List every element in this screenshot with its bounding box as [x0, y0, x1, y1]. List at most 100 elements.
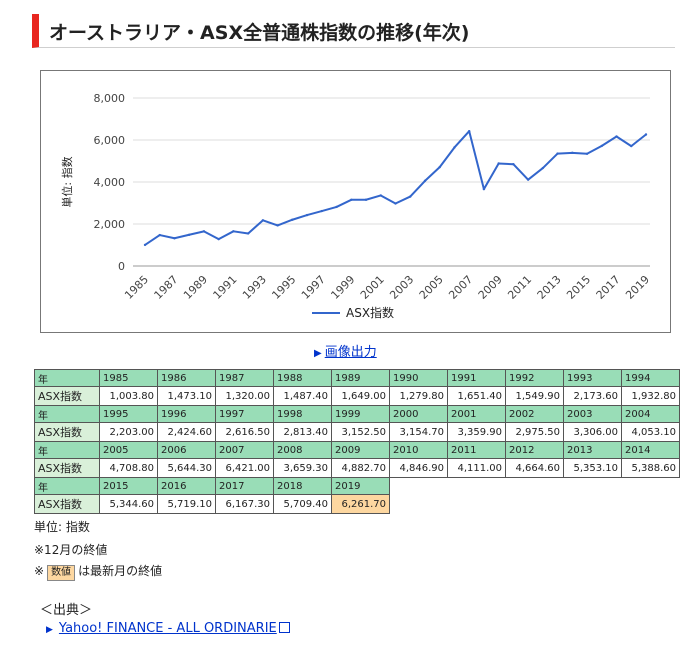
data-point	[335, 205, 338, 209]
year-cell: 1991	[447, 369, 506, 387]
x-tick-label: 2011	[505, 273, 534, 302]
data-point	[364, 198, 368, 201]
year-cell: 2014	[621, 441, 680, 459]
value-cell: 4,664.60	[505, 458, 564, 478]
value-cell: 4,708.80	[99, 458, 158, 478]
data-point	[394, 202, 397, 205]
unit-note: 単位: 指数	[34, 520, 90, 534]
x-tick-label: 1989	[181, 273, 210, 302]
year-cell: 1995	[99, 405, 158, 423]
table-year-row: 年 1995 1996 1997 1998 1999 2000 2001 2002 2003 200…	[34, 405, 680, 423]
data-point	[512, 163, 515, 166]
table-value-row: ASX指数 2,203.00 2,424.60 2,616.50 2,813.40 3,1…	[34, 422, 680, 442]
year-cell: 1985	[99, 369, 158, 387]
latest-badge: 数値	[47, 565, 76, 581]
year-cell: 1994	[621, 369, 680, 387]
value-cell: 3,152.50	[331, 422, 390, 442]
year-cell: 2013	[563, 441, 622, 459]
source-link[interactable]: ▶ Yahoo! FINANCE - ALL ORDINARIE	[46, 621, 290, 636]
y-tick-label: 4,000	[94, 176, 126, 189]
year-cell: 2004	[621, 405, 680, 423]
data-point	[305, 213, 309, 217]
data-point	[615, 135, 618, 138]
x-tick-label: 2007	[446, 273, 475, 302]
data-point	[232, 230, 235, 233]
data-point	[467, 129, 471, 133]
y-axis-label: 単位: 指数	[60, 156, 74, 207]
value-cell: 4,053.10	[621, 422, 680, 442]
value-label-cell: ASX指数	[34, 458, 100, 478]
year-label-cell: 年	[34, 405, 100, 423]
x-tick-label: 2015	[564, 273, 593, 302]
december-note: ※12月の終値	[34, 543, 108, 557]
value-cell: 1,649.00	[331, 386, 390, 406]
data-point	[350, 198, 353, 201]
x-tick-label: 1987	[152, 273, 181, 302]
value-cell: 6,261.70	[331, 494, 390, 514]
source-heading: ＜出典＞	[40, 603, 93, 618]
year-cell: 2011	[447, 441, 506, 459]
triangle-right-icon: ▶	[314, 348, 322, 359]
value-cell: 3,359.90	[447, 422, 506, 442]
data-point	[143, 243, 147, 247]
value-cell: 4,111.00	[447, 458, 506, 478]
year-cell: 1997	[215, 405, 274, 423]
year-cell: 1998	[273, 405, 332, 423]
data-point	[644, 133, 648, 136]
x-tick-label: 2017	[594, 273, 623, 302]
data-point	[482, 187, 486, 191]
value-cell: 6,167.30	[215, 494, 274, 514]
year-cell: 2012	[505, 441, 564, 459]
value-cell: 1,932.80	[621, 386, 680, 406]
data-point	[497, 162, 500, 165]
data-table: 年 1985 1986 1987 1988 1989 1990 1991 1992 1993 199…	[34, 369, 680, 514]
data-point	[526, 178, 530, 181]
value-label-cell: ASX指数	[34, 386, 100, 406]
value-cell: 2,203.00	[99, 422, 158, 442]
x-tick-label: 2003	[387, 273, 416, 302]
x-tick-label: 2001	[358, 273, 387, 302]
value-cell: 6,421.00	[215, 458, 274, 478]
x-tick-label: 2005	[417, 273, 446, 302]
latest-note-suffix: は最新月の終値	[78, 564, 163, 578]
y-tick-label: 8,000	[94, 92, 126, 105]
data-point	[541, 166, 545, 170]
x-tick-label: 2013	[535, 273, 564, 302]
year-cell: 2001	[447, 405, 506, 423]
y-tick-label: 0	[118, 260, 125, 273]
y-tick-label: 6,000	[94, 134, 126, 147]
value-cell: 2,975.50	[505, 422, 564, 442]
year-cell: 2002	[505, 405, 564, 423]
data-point	[600, 144, 603, 148]
series-line	[144, 130, 647, 246]
data-point	[246, 232, 250, 235]
year-cell: 1990	[389, 369, 448, 387]
data-point	[453, 146, 456, 149]
latest-note-prefix: ※	[34, 564, 45, 578]
year-cell: 1986	[157, 369, 216, 387]
year-cell: 2005	[99, 441, 158, 459]
image-output-label: 画像出力	[324, 345, 377, 360]
year-label-cell: 年	[34, 477, 100, 495]
image-output-link[interactable]: ▶ 画像出力	[314, 341, 377, 360]
year-cell: 2006	[157, 441, 216, 459]
value-cell: 4,846.90	[389, 458, 448, 478]
value-cell: 1,279.80	[389, 386, 448, 406]
value-cell: 1,487.40	[273, 386, 332, 406]
table-year-row: 年 2015 2016 2017 2018 2019	[34, 477, 680, 495]
value-cell: 2,616.50	[215, 422, 274, 442]
value-cell: 3,154.70	[389, 422, 448, 442]
year-cell: 1988	[273, 369, 332, 387]
legend-label: ASX指数	[346, 305, 394, 320]
table-value-row: ASX指数 5,344.60 5,719.10 6,167.30 5,709.40 6,2…	[34, 494, 680, 514]
latest-note: ※ 数値 は最新月の終値	[34, 562, 162, 581]
source-link-text: Yahoo! FINANCE - ALL ORDINARIE	[58, 621, 277, 636]
year-cell: 2009	[331, 441, 390, 459]
data-point	[158, 233, 161, 237]
value-cell: 2,173.60	[563, 386, 622, 406]
year-cell: 2016	[157, 477, 216, 495]
value-cell: 1,549.90	[505, 386, 564, 406]
table-value-row: ASX指数 4,708.80 5,644.30 6,421.00 3,659.30 4,8…	[34, 458, 680, 478]
data-point	[571, 151, 574, 155]
